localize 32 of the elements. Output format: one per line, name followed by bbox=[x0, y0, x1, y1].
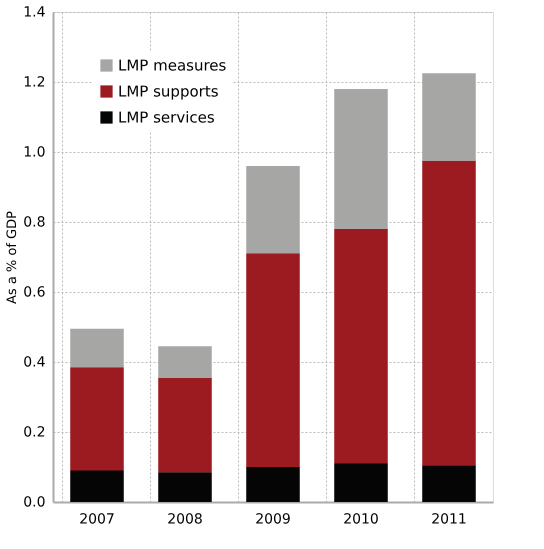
bar bbox=[334, 229, 388, 464]
bar bbox=[334, 464, 388, 502]
bar bbox=[158, 378, 212, 472]
bar bbox=[70, 367, 124, 470]
bar bbox=[70, 328, 124, 368]
bar bbox=[158, 346, 212, 378]
y-tick-label: 1.0 bbox=[23, 144, 46, 160]
bar bbox=[246, 254, 300, 467]
bar bbox=[422, 73, 476, 161]
y-tick-label: 0.8 bbox=[23, 214, 46, 230]
legend-label: LMP supports bbox=[118, 82, 219, 100]
y-tick-label: 0.2 bbox=[23, 424, 46, 440]
y-tick-label: 0.4 bbox=[23, 354, 46, 370]
x-tick-label: 2009 bbox=[255, 512, 291, 528]
y-tick-label: 1.4 bbox=[23, 4, 46, 20]
bar bbox=[334, 89, 388, 229]
x-tick-label: 2011 bbox=[431, 512, 467, 528]
legend-label: LMP services bbox=[118, 108, 215, 126]
x-tick-label: 2010 bbox=[343, 512, 379, 528]
legend-label: LMP measures bbox=[118, 56, 227, 74]
bar bbox=[422, 465, 476, 502]
bar bbox=[158, 472, 212, 502]
bar bbox=[246, 166, 300, 254]
y-tick-label: 0.0 bbox=[23, 494, 46, 510]
bar bbox=[70, 470, 124, 502]
x-tick-label: 2008 bbox=[167, 512, 203, 528]
x-tick-label: 2007 bbox=[79, 512, 115, 528]
y-axis-title: As a % of GDP bbox=[5, 210, 20, 304]
bar bbox=[246, 467, 300, 502]
y-tick-label: 1.2 bbox=[23, 74, 46, 90]
bar bbox=[422, 160, 476, 466]
y-tick-label: 0.6 bbox=[23, 284, 46, 300]
